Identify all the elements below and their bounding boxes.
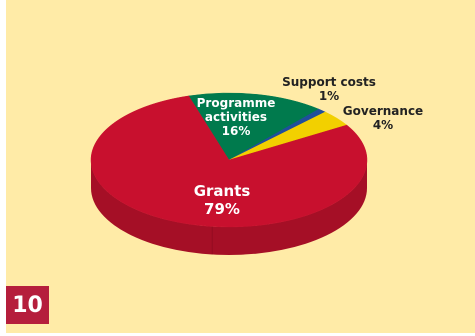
pie-slice-programme-activities [188,92,320,161]
pie-sides [91,160,367,255]
label-support-costs-value: 1% [319,89,339,103]
label-grants-value: 79% [204,200,240,218]
label-programme-activities-value: 16% [222,124,251,138]
label-governance-name: Governance [343,104,423,118]
pie-slice-grants [90,95,368,228]
label-governance-value: 4% [373,118,393,132]
pie-side-grants [91,160,367,255]
label-programme-activities-line2: activities [205,110,267,124]
page-number-badge: 10 [6,286,49,324]
label-support-costs-name: Support costs [282,75,376,89]
label-grants-name: Grants [194,182,251,200]
label-programme-activities-line1: Programme [197,96,276,110]
pie-slices [90,92,368,228]
